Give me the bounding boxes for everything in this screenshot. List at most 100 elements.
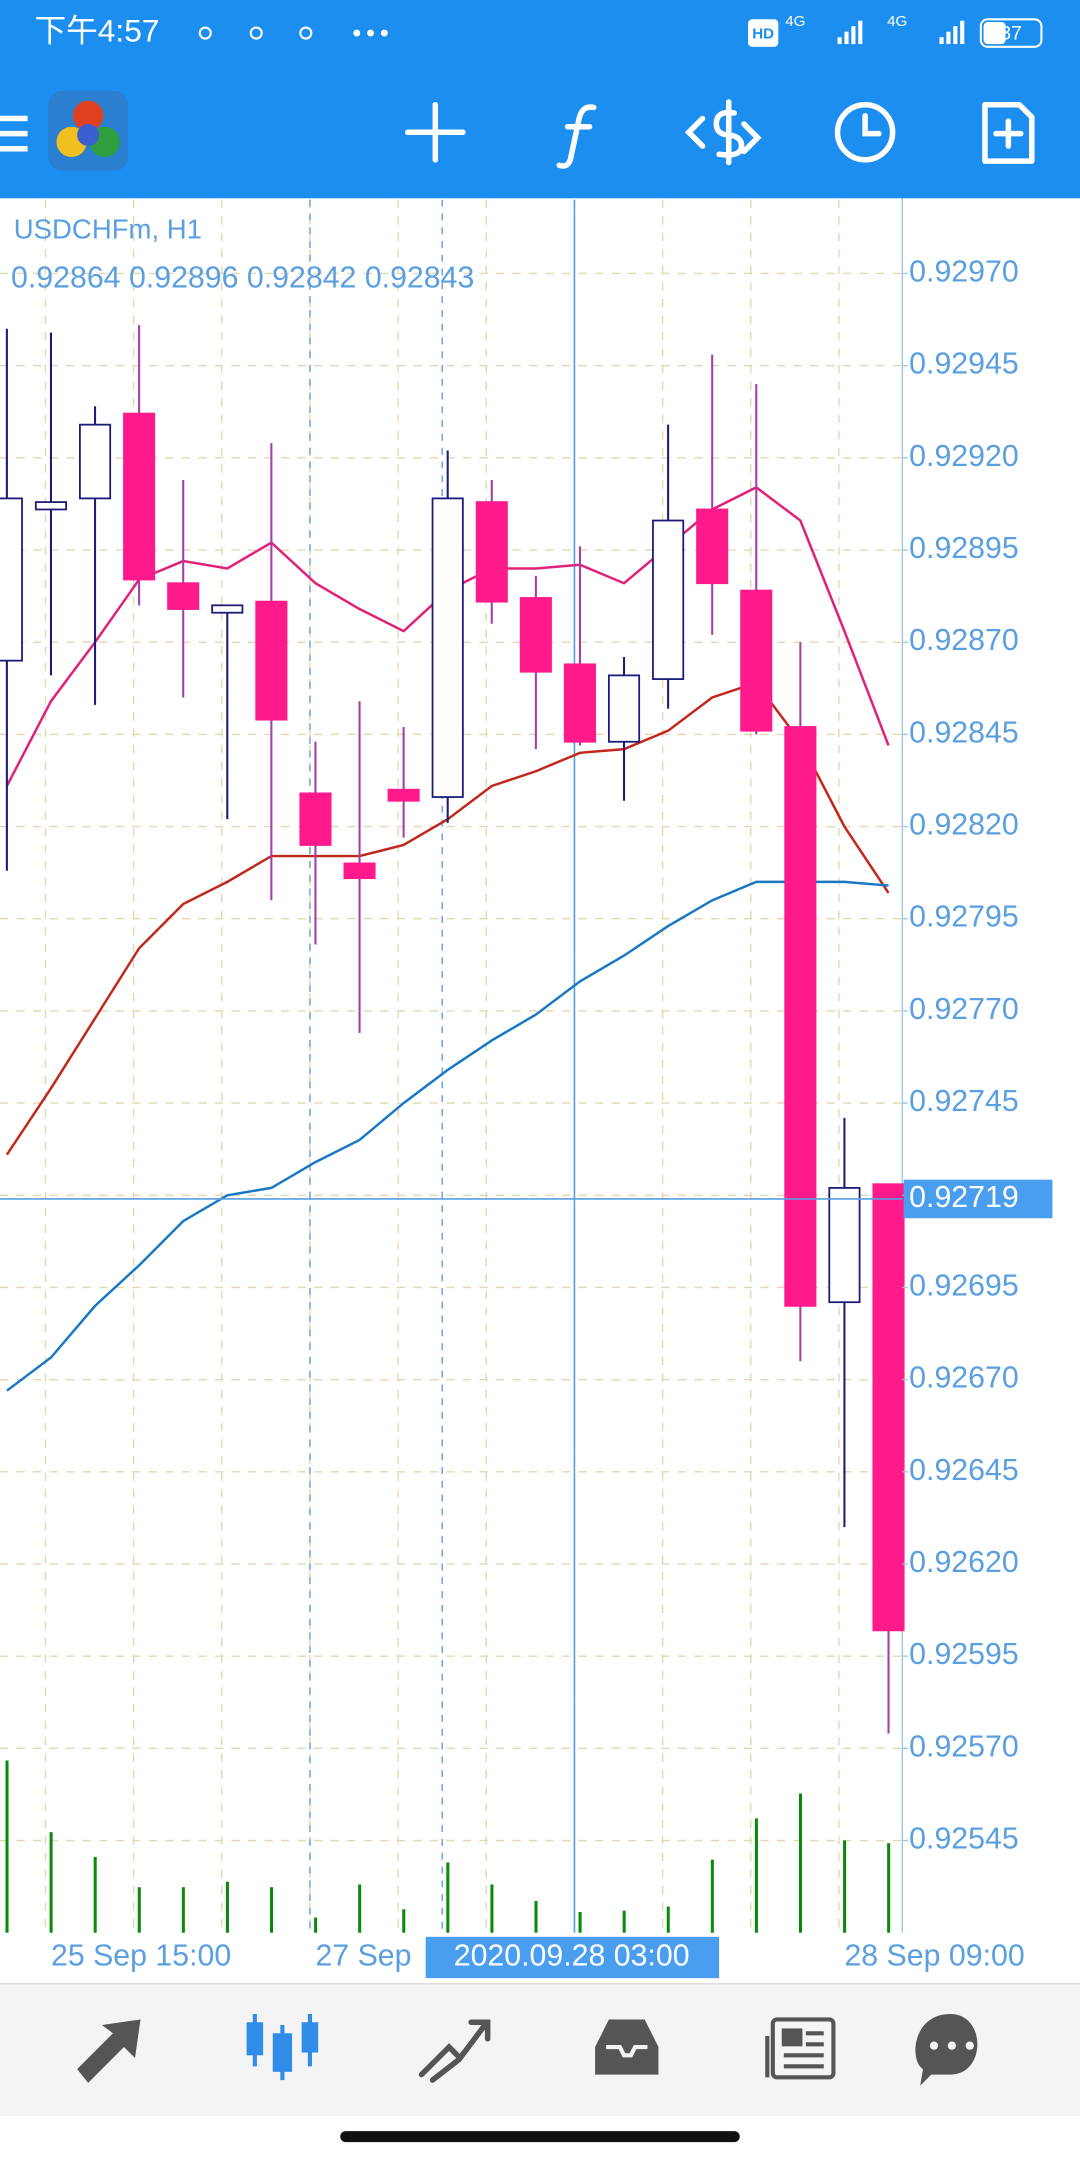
volume-bar bbox=[181, 1887, 185, 1933]
y-tick-label: 0.92670 bbox=[909, 1362, 1019, 1395]
period-button[interactable] bbox=[834, 101, 896, 163]
x-tick-label: 27 Sep bbox=[315, 1939, 411, 1972]
crosshair-time-label: 2020.09.28 03:00 bbox=[454, 1939, 690, 1972]
bottom-nav bbox=[0, 1983, 1080, 2116]
y-tick-label: 0.92595 bbox=[909, 1638, 1019, 1671]
app-logo[interactable] bbox=[48, 90, 129, 171]
volume-bar bbox=[137, 1887, 141, 1933]
indicators-button[interactable] bbox=[556, 104, 597, 169]
nav-chat[interactable] bbox=[915, 2013, 978, 2086]
volume-bar bbox=[578, 1912, 582, 1933]
volume-bar bbox=[666, 1906, 670, 1933]
y-tick-label: 0.92695 bbox=[909, 1269, 1019, 1302]
y-tick-label: 0.92645 bbox=[909, 1454, 1019, 1487]
candle-body bbox=[519, 597, 552, 673]
candle-body bbox=[872, 1183, 905, 1632]
y-tick-label: 0.92545 bbox=[909, 1823, 1019, 1856]
status-icon bbox=[249, 26, 263, 40]
candle-body bbox=[343, 862, 376, 880]
volume-bar bbox=[798, 1793, 803, 1933]
candle-body bbox=[431, 497, 464, 798]
chart-title: USDCHFm, H1 bbox=[14, 214, 202, 245]
moving-average bbox=[6, 880, 889, 1392]
y-tick-label: 0.92820 bbox=[909, 809, 1019, 842]
volume-bar bbox=[314, 1917, 318, 1933]
y-tick-label: 0.92795 bbox=[909, 901, 1019, 934]
candle-body bbox=[255, 600, 288, 721]
crosshair-price-box bbox=[903, 1179, 1053, 1219]
candle-body bbox=[740, 589, 773, 732]
y-tick-label: 0.92620 bbox=[909, 1546, 1019, 1579]
status-icon bbox=[198, 26, 212, 40]
volume-bar bbox=[49, 1832, 53, 1933]
volume-bar bbox=[446, 1862, 450, 1933]
status-icon bbox=[299, 26, 313, 40]
volume-bar bbox=[490, 1884, 494, 1933]
template-button[interactable] bbox=[982, 101, 1035, 164]
volume-bar bbox=[887, 1843, 891, 1933]
network-text: 4G bbox=[887, 13, 907, 30]
candle-body bbox=[0, 497, 23, 662]
volume-bar bbox=[754, 1818, 758, 1933]
nav-chart[interactable] bbox=[246, 2013, 319, 2081]
candle-body bbox=[784, 726, 817, 1307]
candle-body bbox=[607, 674, 641, 743]
candle-body bbox=[167, 582, 200, 610]
hd-badge bbox=[748, 19, 779, 47]
candle-body bbox=[34, 501, 68, 511]
y-tick-label: 0.92895 bbox=[909, 532, 1019, 565]
trade-button[interactable] bbox=[684, 99, 762, 166]
volume-bar bbox=[225, 1881, 229, 1933]
y-tick-label: 0.92745 bbox=[909, 1085, 1019, 1118]
candle-body bbox=[563, 663, 596, 743]
status-time: 下午4:57 bbox=[34, 12, 159, 48]
y-tick-label: 0.92770 bbox=[909, 993, 1019, 1026]
menu-button[interactable] bbox=[0, 115, 28, 152]
home-indicator bbox=[340, 2131, 740, 2143]
y-tick-label: 0.92870 bbox=[909, 624, 1019, 657]
volume-bar bbox=[269, 1887, 274, 1933]
status-more bbox=[353, 29, 388, 37]
candle-body bbox=[696, 508, 729, 585]
battery bbox=[979, 18, 1043, 48]
signal-1 bbox=[837, 20, 863, 45]
candle-body bbox=[123, 412, 156, 581]
nav-quotes[interactable] bbox=[77, 2019, 141, 2083]
volume-bar bbox=[843, 1840, 847, 1933]
volume-bar bbox=[93, 1856, 97, 1933]
signal-2 bbox=[939, 20, 965, 45]
nav-trade[interactable] bbox=[418, 2019, 491, 2083]
y-tick-label: 0.92845 bbox=[909, 716, 1019, 749]
x-tick-label: 28 Sep 09:00 bbox=[844, 1939, 1024, 1972]
volume-bar bbox=[5, 1760, 9, 1933]
network-text: 4G bbox=[785, 13, 805, 30]
y-tick-label: 0.92570 bbox=[909, 1730, 1019, 1763]
chart-background bbox=[0, 198, 1080, 1984]
y-tick-label: 0.92970 bbox=[909, 255, 1019, 288]
x-tick-label: 25 Sep 15:00 bbox=[51, 1939, 231, 1972]
plot bbox=[0, 325, 905, 1933]
candle-body bbox=[79, 423, 112, 500]
crosshair-price-label: 0.92719 bbox=[909, 1181, 1019, 1214]
candle-body bbox=[828, 1187, 861, 1304]
ohlc-label: 0.92864 0.92896 0.92842 0.92843 bbox=[11, 262, 474, 295]
candle-body bbox=[475, 501, 508, 603]
nav-history[interactable] bbox=[595, 2019, 659, 2075]
candle-body bbox=[299, 792, 332, 846]
volume-bar bbox=[622, 1910, 626, 1933]
volume-bar bbox=[710, 1859, 714, 1933]
crosshair-time-box bbox=[425, 1936, 720, 1979]
y-tick-label: 0.92945 bbox=[909, 348, 1019, 381]
volume-bar bbox=[534, 1901, 538, 1933]
battery-text: 37 bbox=[1000, 24, 1021, 45]
candle-body bbox=[652, 519, 685, 680]
candle-body bbox=[387, 788, 420, 802]
hd-text: HD bbox=[752, 25, 774, 42]
volume-bar bbox=[402, 1909, 406, 1933]
nav-news[interactable] bbox=[765, 2017, 836, 2080]
battery-level bbox=[983, 22, 1006, 45]
crosshair-button[interactable] bbox=[404, 101, 466, 163]
candle-body bbox=[211, 604, 244, 614]
